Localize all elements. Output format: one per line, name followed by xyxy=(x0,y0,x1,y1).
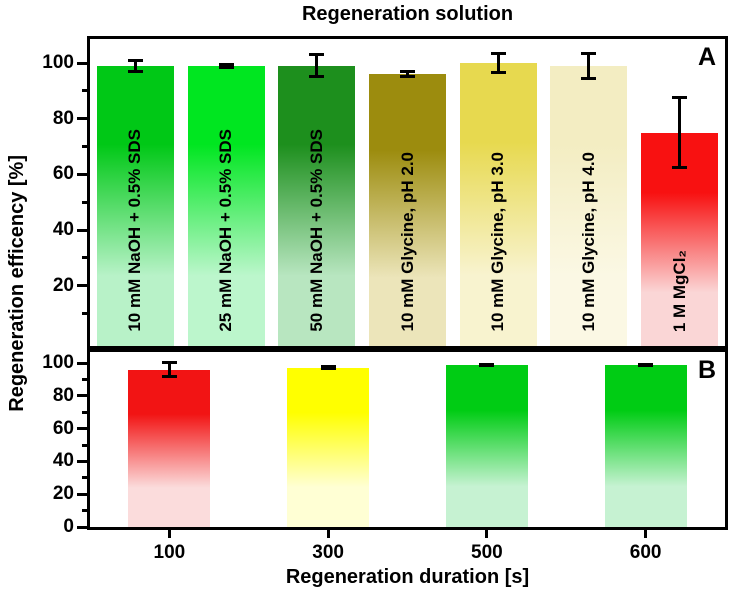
bar-category-label: 1 M MgCl₂ xyxy=(669,249,689,332)
bar-100 xyxy=(128,369,211,527)
x-tick xyxy=(485,530,489,538)
x-tick xyxy=(326,530,330,538)
error-bar-part xyxy=(127,69,143,73)
x-axis-label: Regeneration duration [s] xyxy=(285,566,530,588)
error-bar-part xyxy=(320,367,336,371)
y-minor-tick xyxy=(82,476,87,480)
error-bar-part xyxy=(309,75,325,79)
x-tick-label: 600 xyxy=(629,542,662,563)
y-tick-label: 80 xyxy=(52,384,74,406)
y-tick-label: 40 xyxy=(52,219,74,241)
y-minor-tick xyxy=(82,377,87,381)
x-tick-label: 500 xyxy=(471,542,503,563)
error-bar xyxy=(309,53,325,79)
y-minor-tick xyxy=(82,509,87,513)
error-bar xyxy=(161,361,177,378)
plot-frame xyxy=(87,36,728,530)
error-bar xyxy=(320,365,336,371)
panel-b-y-tick xyxy=(77,525,87,529)
error-bar-part xyxy=(400,75,415,79)
y-minor-tick xyxy=(82,256,87,260)
bar-category-label: 10 mM NaOH + 0.5% SDS xyxy=(125,129,145,332)
y-minor-tick xyxy=(82,443,87,447)
y-tick-label: 0 xyxy=(63,516,74,537)
x-tick xyxy=(167,530,171,538)
error-bar xyxy=(490,51,506,75)
bar-category-label: 10 mM Glycine, pH 4.0 xyxy=(578,152,598,332)
error-bar xyxy=(638,363,654,367)
y-tick-label: 40 xyxy=(52,450,74,472)
error-bar xyxy=(400,69,415,79)
bar-category-label: 10 mM Glycine, pH 3.0 xyxy=(488,152,508,332)
error-bar xyxy=(127,58,143,73)
error-bar-part xyxy=(218,65,234,69)
bar-10-mm-glycine-ph-3-0: 10 mM Glycine, pH 3.0 xyxy=(459,63,537,346)
y-tick-label: 100 xyxy=(42,52,74,73)
bar-25-mm-naoh-0-5-sds: 25 mM NaOH + 0.5% SDS xyxy=(187,65,265,346)
panel-b-y-tick xyxy=(77,427,87,431)
error-bar-part xyxy=(133,58,137,73)
y-minor-tick xyxy=(82,145,87,149)
panel-a-y-tick xyxy=(77,228,87,232)
bar-10-mm-glycine-ph-4-0: 10 mM Glycine, pH 4.0 xyxy=(550,65,628,346)
error-bar xyxy=(479,363,495,367)
y-minor-tick xyxy=(82,89,87,93)
error-bar-part xyxy=(672,165,688,169)
y-tick-label: 20 xyxy=(52,274,74,296)
panel-b-y-tick xyxy=(77,492,87,496)
bar-500 xyxy=(445,364,528,527)
panel-b-y-tick xyxy=(77,361,87,365)
bar-10-mm-naoh-0-5-sds: 10 mM NaOH + 0.5% SDS xyxy=(96,65,174,346)
error-bar-part xyxy=(161,374,177,378)
x-tick xyxy=(644,530,648,538)
y-tick-label: 20 xyxy=(52,483,74,505)
panel-b-label: B xyxy=(697,356,716,384)
panel-a-y-tick xyxy=(77,284,87,288)
bar-category-label: 25 mM NaOH + 0.5% SDS xyxy=(216,129,236,332)
error-bar-part xyxy=(496,51,500,75)
error-bar-part xyxy=(638,364,654,367)
bar-10-mm-glycine-ph-2-0: 10 mM Glycine, pH 2.0 xyxy=(369,74,446,346)
panel-a-y-tick xyxy=(77,172,87,176)
y-tick-label: 100 xyxy=(42,352,74,373)
chart-title: Regeneration solution xyxy=(301,3,514,25)
panel-b-y-tick xyxy=(77,459,87,463)
bar-category-label: 10 mM Glycine, pH 2.0 xyxy=(397,152,417,332)
x-tick-label: 300 xyxy=(312,542,344,563)
error-bar-part xyxy=(479,364,495,367)
panel-a-y-tick xyxy=(77,117,87,121)
panel-divider xyxy=(87,346,728,352)
y-tick-label: 60 xyxy=(52,163,74,185)
error-bar-part xyxy=(406,69,409,79)
y-minor-tick xyxy=(82,200,87,204)
error-bar-part xyxy=(490,71,506,75)
panel-a-label: A xyxy=(697,43,716,71)
y-tick-label: 80 xyxy=(52,107,74,129)
error-bar-part xyxy=(587,51,591,80)
x-tick-label: 100 xyxy=(153,542,186,563)
y-minor-tick xyxy=(82,410,87,414)
panel-b-y-tick xyxy=(77,394,87,398)
error-bar xyxy=(218,63,234,69)
bar-300 xyxy=(287,367,370,527)
error-bar-part xyxy=(315,53,319,79)
y-minor-tick xyxy=(82,312,87,316)
error-bar-part xyxy=(167,361,171,378)
bar-category-label: 50 mM NaOH + 0.5% SDS xyxy=(306,129,326,332)
panel-a-y-tick xyxy=(77,61,87,65)
error-bar xyxy=(672,96,688,169)
y-tick-label: 60 xyxy=(52,417,74,439)
error-bar-part xyxy=(678,96,682,169)
bar-50-mm-naoh-0-5-sds: 50 mM NaOH + 0.5% SDS xyxy=(278,65,356,346)
error-bar-part xyxy=(581,76,597,80)
bar-600 xyxy=(604,364,687,527)
error-bar xyxy=(581,51,597,80)
